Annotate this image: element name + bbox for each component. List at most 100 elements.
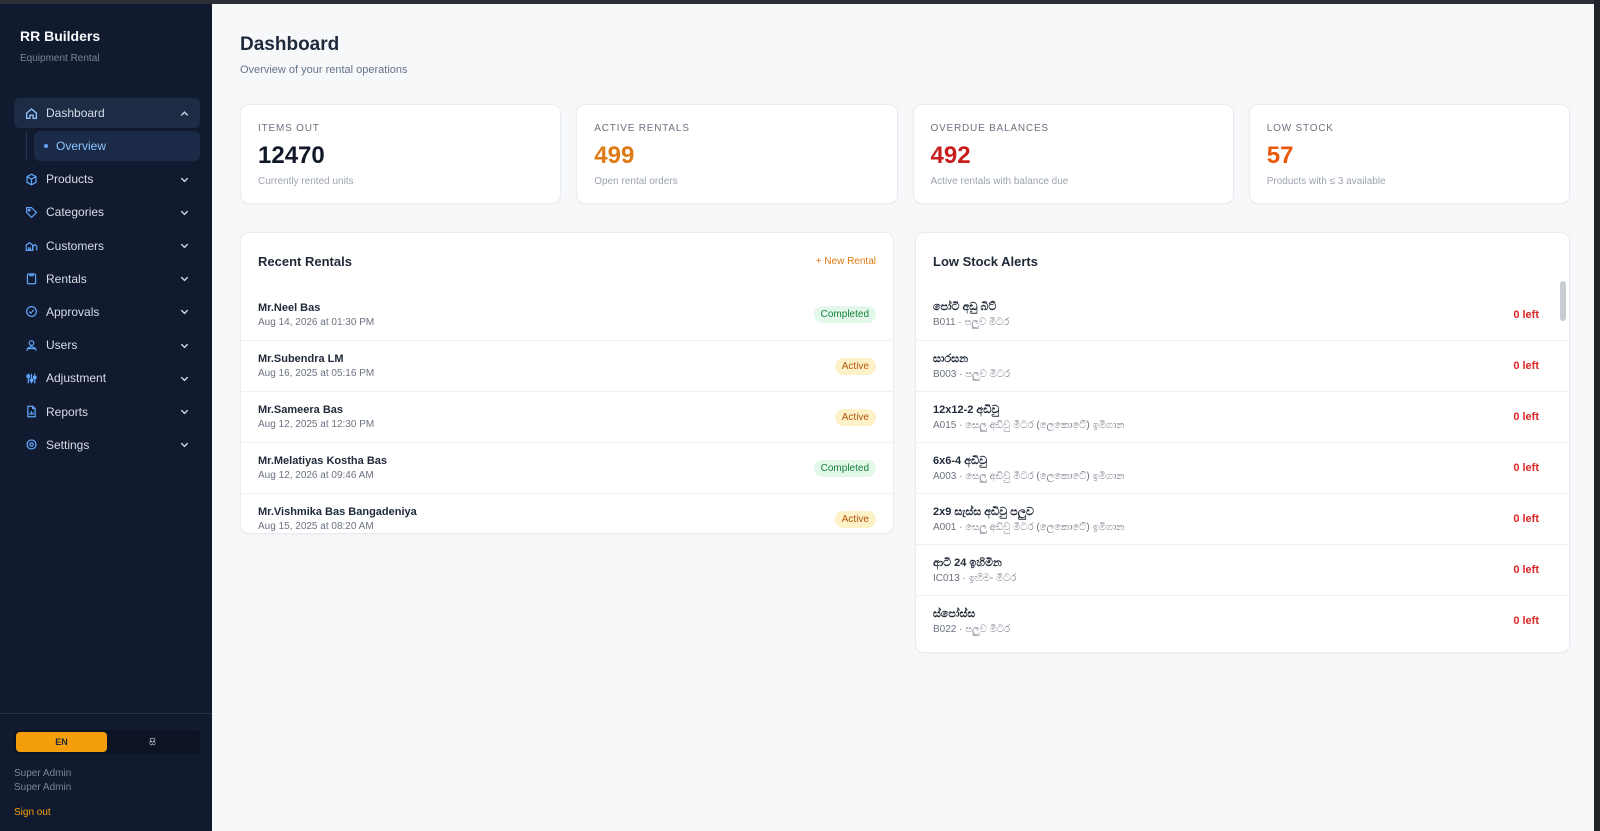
chevron-down-icon[interactable]: [178, 406, 190, 418]
page-title: Dashboard: [240, 34, 340, 55]
sidebar-item-label: Users: [46, 338, 78, 353]
chevron-down-icon[interactable]: [178, 372, 190, 384]
new-rental-link[interactable]: + New Rental: [815, 255, 876, 267]
stock-left: 0 left: [1513, 360, 1539, 372]
stat-value: 57: [1266, 142, 1294, 169]
stock-left: 0 left: [1513, 411, 1539, 423]
list-item[interactable]: 6x6-4 අඩිවු A003 · සෙලු අඩිවු මීටර (ලෙකොට…: [916, 442, 1569, 493]
status-badge: Completed: [813, 306, 876, 323]
list-item[interactable]: සාරසන B003 · පලුව මීටර 0 left: [916, 340, 1569, 391]
panel-title: Recent Rentals: [258, 253, 352, 269]
stat-value: 492: [930, 142, 971, 169]
stat-card-low-stock: LOW STOCK 57 Products with ≤ 3 available: [1248, 104, 1570, 204]
product-code: B022 · පලුව මීටර: [933, 623, 1011, 635]
product-code: IC013 · ඉහිම- මීටර: [933, 572, 1017, 584]
page-subtitle: Overview of your rental operations: [240, 64, 408, 76]
sidebar-item-categories[interactable]: Categories: [14, 197, 200, 227]
list-item[interactable]: 12x12-2 අඩිවු A015 · සෙලු අඩිවු මීටර (ලෙක…: [916, 391, 1569, 442]
sidebar-item-customers[interactable]: Customers: [14, 231, 200, 261]
stats-row: ITEMS OUT 12470 Currently rented units A…: [240, 104, 1570, 204]
sidebar-item-label: Dashboard: [46, 106, 105, 120]
stat-description: Currently rented units: [258, 176, 354, 187]
sidebar-item-settings[interactable]: Settings: [14, 430, 200, 460]
lang-si-button[interactable]: සි: [149, 736, 156, 747]
dashboard-submenu: Overview: [14, 131, 200, 162]
stock-left: 0 left: [1513, 615, 1539, 627]
product-code: A015 · සෙලු අඩිවු මීටර (ලෙකොටේ) ඉමිගාන: [933, 419, 1125, 431]
product-name: 12x12-2 අඩිවු: [933, 403, 1000, 416]
sign-out-link[interactable]: Sign out: [14, 807, 51, 818]
tag-icon: [24, 205, 38, 219]
sidebar: RR Builders Equipment Rental Dashboard O…: [0, 0, 212, 831]
brand-title: RR Builders: [20, 28, 101, 44]
scrollbar-thumb[interactable]: [1560, 281, 1566, 321]
stock-left: 0 left: [1513, 308, 1539, 321]
list-item[interactable]: ආටි 24 ඉහිමින IC013 · ඉහිම- මීටර 0 left: [916, 544, 1569, 595]
customer-name: Mr.Neel Bas: [258, 301, 321, 314]
gear-icon: [24, 438, 38, 452]
panel-header: Low Stock Alerts: [916, 233, 1569, 289]
customers-icon: [24, 239, 38, 253]
rental-date: Aug 15, 2025 at 08:20 AM: [258, 521, 374, 532]
chevron-down-icon[interactable]: [178, 206, 190, 218]
list-item[interactable]: Mr.Neel Bas Aug 14, 2026 at 01:30 PM Comp…: [241, 289, 893, 340]
list-item[interactable]: Mr.Subendra LM Aug 16, 2025 at 05:16 PM A…: [241, 340, 893, 391]
user-name: Super Admin: [14, 768, 72, 779]
clipboard-icon: [24, 272, 38, 286]
recent-rentals-list: Mr.Neel Bas Aug 14, 2026 at 01:30 PM Comp…: [241, 289, 893, 533]
stat-description: Active rentals with balance due: [930, 176, 1069, 187]
scrollbar[interactable]: [1560, 281, 1566, 648]
chevron-down-icon[interactable]: [178, 339, 190, 351]
sidebar-item-products[interactable]: Products: [14, 164, 200, 194]
check-circle-icon: [24, 305, 38, 319]
sidebar-item-reports[interactable]: Reports: [14, 397, 200, 427]
stat-card-items-out: ITEMS OUT 12470 Currently rented units: [240, 104, 562, 204]
chevron-down-icon[interactable]: [178, 306, 190, 318]
customer-name: Mr.Vishmika Bas Bangadeniya: [258, 506, 417, 518]
sidebar-footer: EN සි Super Admin Super Admin Sign out: [0, 713, 212, 831]
sidebar-item-dashboard[interactable]: Dashboard: [14, 98, 200, 128]
box-icon: [24, 172, 38, 186]
status-badge: Active: [834, 357, 876, 375]
sidebar-item-adjustment[interactable]: Adjustment: [14, 363, 200, 393]
list-item[interactable]: 2x9 සැස්ස අඩිවු පලුව A001 · සෙලු අඩිවු මී…: [916, 493, 1569, 544]
status-badge: Completed: [813, 459, 876, 477]
chevron-down-icon[interactable]: [178, 173, 190, 185]
chevron-down-icon[interactable]: [178, 240, 190, 252]
customer-name: Mr.Sameera Bas: [258, 404, 343, 416]
stock-left: 0 left: [1513, 462, 1539, 474]
lang-en-button[interactable]: EN: [16, 732, 107, 752]
sidebar-item-label: Products: [46, 172, 94, 187]
brand: RR Builders Equipment Rental: [0, 0, 212, 64]
sidebar-subitem-label: Overview: [56, 139, 107, 154]
sidebar-item-approvals[interactable]: Approvals: [14, 297, 200, 327]
chevron-down-icon[interactable]: [178, 439, 190, 451]
list-item[interactable]: Mr.Melatiyas Kostha Bas Aug 12, 2026 at 0…: [241, 442, 893, 493]
list-item[interactable]: Mr.Sameera Bas Aug 12, 2025 at 12:30 PM A…: [241, 391, 893, 442]
list-item[interactable]: පෝටි අඩු බිට් B011 · පලුව මීටර 0 left: [916, 289, 1569, 340]
window-top-border: [0, 0, 1600, 4]
sidebar-item-users[interactable]: Users: [14, 330, 200, 360]
rental-date: Aug 12, 2026 at 09:46 AM: [258, 470, 374, 481]
list-item[interactable]: ස්පෝස්ස B022 · පලුව මීටර 0 left: [916, 595, 1569, 646]
brand-subtitle: Equipment Rental: [20, 53, 100, 64]
customer-name: Mr.Subendra LM: [258, 353, 344, 365]
product-code: A001 · සෙලු අඩිවු මීටර (ලෙකොටේ) ඉමිගාන: [933, 521, 1125, 533]
status-badge: Active: [834, 510, 876, 528]
stat-label: ITEMS OUT: [258, 123, 320, 134]
sidebar-item-rentals[interactable]: Rentals: [14, 264, 200, 294]
rental-date: Aug 16, 2025 at 05:16 PM: [258, 368, 375, 379]
chevron-up-icon[interactable]: [178, 107, 190, 119]
product-name: 2x9 සැස්ස අඩිවු පලුව: [933, 505, 1034, 518]
sidebar-subitem-overview[interactable]: Overview: [34, 131, 200, 162]
product-name: පෝටි අඩු බිට්: [933, 301, 997, 313]
stat-label: LOW STOCK: [1266, 123, 1334, 134]
stat-value: 12470: [258, 142, 325, 169]
users-icon: [24, 338, 38, 352]
list-item[interactable]: Mr.Vishmika Bas Bangadeniya Aug 15, 2025 …: [241, 493, 893, 533]
product-code: A003 · සෙලු අඩිවු මීටර (ලෙකොටේ) ඉමිගාන: [933, 470, 1125, 482]
home-icon: [24, 106, 38, 120]
chevron-down-icon[interactable]: [178, 273, 190, 285]
low-stock-list: පෝටි අඩු බිට් B011 · පලුව මීටර 0 left සාර…: [916, 289, 1569, 646]
sidebar-nav: Dashboard Overview Products Categories: [14, 98, 200, 463]
